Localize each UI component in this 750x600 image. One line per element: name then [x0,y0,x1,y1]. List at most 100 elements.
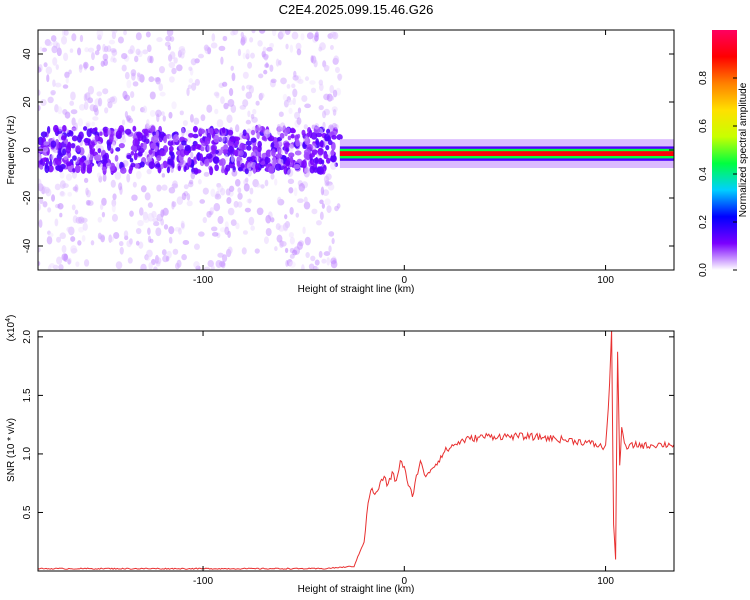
heatmap-cell [181,254,187,261]
heatmap-cell [85,199,91,206]
heatmap-cell [274,246,278,252]
heatmap-cell [38,105,41,111]
heatmap-cell [251,116,258,123]
heatmap-cell [221,127,226,134]
heatmap-cell [56,236,62,243]
heatmap-cell [96,44,101,52]
heatmap-cell [135,240,140,246]
heatmap-cell [241,247,247,255]
heatmap-cell [328,231,335,237]
heatmap-cell [278,59,282,66]
heatmap-cell [103,45,109,53]
heatmap-cell [55,64,59,70]
heatmap-cell [63,52,69,62]
heatmap-cell [315,132,323,138]
heatmap-cell [194,126,198,132]
heatmap-cell [168,61,176,69]
heatmap-cell [291,83,296,89]
heatmap-cell [292,249,298,256]
x-tick-label: 100 [597,275,614,286]
heatmap-cell [206,153,213,159]
heatmap-cell [211,226,218,232]
heatmap-cell [193,156,197,163]
heatmap-cell [245,140,253,146]
heatmap-cell [220,96,225,104]
heatmap-cell [329,95,335,101]
heatmap-cell [124,128,132,135]
heatmap-cell [304,135,309,142]
heatmap-cell [253,149,259,158]
heatmap-cell [140,185,147,193]
heatmap-cell [135,227,142,235]
heatmap-band [339,151,674,156]
heatmap-cell [190,58,197,66]
heatmap-cell [319,199,324,205]
heatmap-cell [284,214,288,220]
heatmap-cell [275,58,280,67]
heatmap-cell [166,30,174,37]
heatmap-cell [329,85,335,94]
heatmap-cell [283,142,291,149]
heatmap-cell [130,69,137,77]
heatmap-cell [313,157,319,164]
heatmap-cell [252,108,257,115]
heatmap-cell [244,207,251,213]
heatmap-cell [261,135,267,141]
heatmap-cell [75,159,80,165]
heatmap-cell [61,124,67,133]
heatmap-cell [46,41,53,47]
heatmap-cell [135,48,141,56]
heatmap-cell [288,143,294,153]
heatmap-cell [236,160,241,167]
heatmap-cell [242,230,248,235]
heatmap-cell [297,78,304,85]
heatmap-cell [69,48,74,53]
heatmap-cell [158,133,164,143]
heatmap-cell [166,166,171,174]
heatmap-cell [120,167,127,174]
heatmap-cell [156,213,164,222]
heatmap-cell [57,106,63,115]
heatmap-cell [115,130,123,139]
heatmap-cell [297,107,302,114]
heatmap-cell [206,144,212,152]
heatmap-cell [182,240,190,245]
colorbar-bar [712,30,737,270]
heatmap-cell [286,83,291,89]
heatmap-cell [62,148,67,156]
heatmap-cell [190,171,196,180]
heatmap-cell [162,160,168,169]
heatmap-cell [227,145,234,154]
heatmap-cell [250,52,255,59]
heatmap-cell [334,66,340,74]
heatmap-cell [161,111,165,116]
heatmap-cell [159,149,165,157]
heatmap-cell [276,234,283,243]
heatmap-cell [314,259,320,266]
colorbar-tick-label: 0.4 [698,167,709,181]
heatmap-cell [146,168,152,175]
heatmap-cell [197,53,204,59]
heatmap-cell [330,150,335,156]
heatmap-cell [132,138,139,147]
heatmap-cell [115,261,123,270]
heatmap-cell [266,47,273,52]
heatmap-cell [289,206,294,215]
heatmap-cell [242,71,249,79]
heatmap-cell [193,243,200,250]
heatmap-cell [293,163,301,170]
heatmap-cell [328,245,332,253]
heatmap-cell [168,158,174,166]
heatmap-cell [242,99,249,107]
heatmap-cell [59,232,66,240]
heatmap-cell [74,209,79,215]
heatmap-cell [287,168,294,177]
heatmap-cell [260,184,265,189]
snr-multiplier: (x104) [5,315,17,342]
heatmap-cell [56,256,63,265]
heatmap-cell [218,45,226,52]
heatmap-cell [148,161,156,169]
heatmap-cell [263,69,268,75]
heatmap-cell [302,226,306,235]
heatmap-cell [303,168,310,178]
